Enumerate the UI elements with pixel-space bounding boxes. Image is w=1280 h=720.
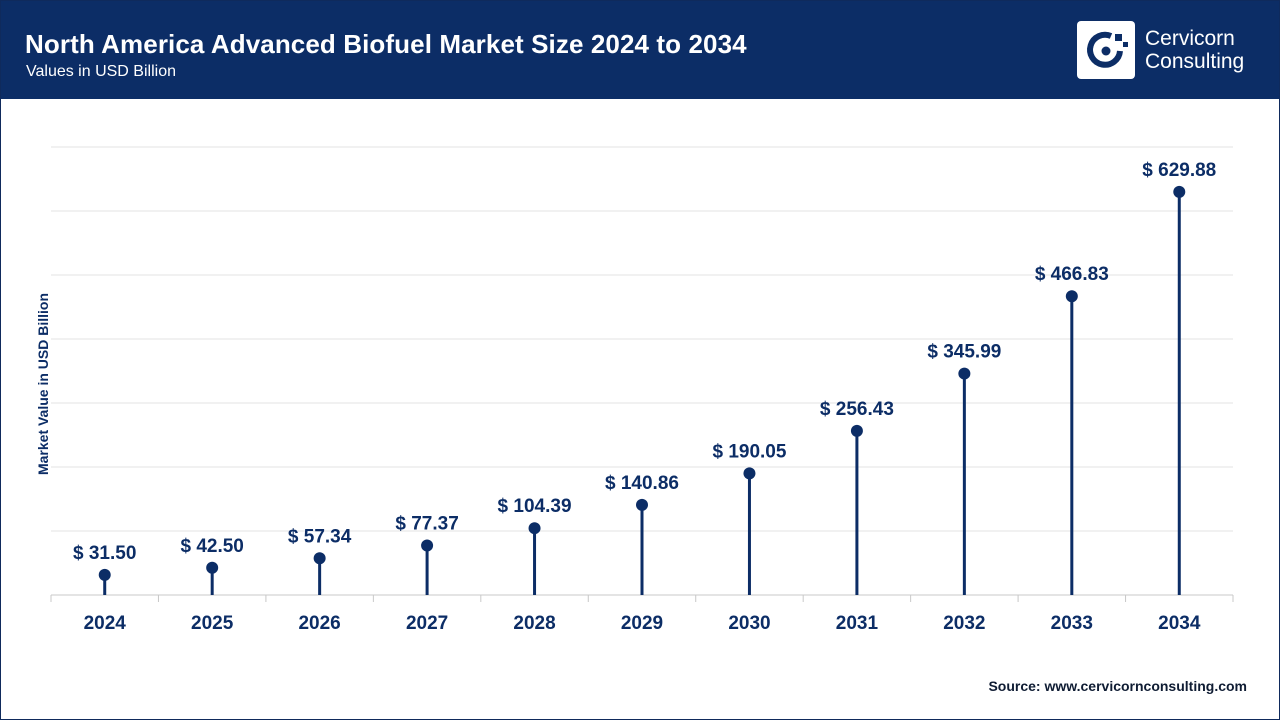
marker-2028 [528, 522, 541, 535]
x-tick-label-2027: 2027 [406, 613, 448, 634]
data-labels: $ 31.50 $ 42.50 $ 57.34 $ 77.37 $ 104.39 $ 14… [73, 160, 1216, 564]
marker-2034 [1173, 185, 1186, 198]
gridlines [51, 146, 1233, 532]
x-tick-label-2029: 2029 [621, 613, 663, 634]
x-tick-label-2028: 2028 [513, 613, 555, 634]
data-label-2033: $ 466.83 [1035, 264, 1109, 285]
data-label-2028: $ 104.39 [498, 496, 572, 517]
data-label-2034: $ 629.88 [1142, 160, 1216, 181]
x-tick-label-2024: 2024 [84, 613, 127, 634]
data-label-2030: $ 190.05 [712, 441, 786, 462]
marker-2025 [206, 561, 219, 574]
marker-2029 [636, 498, 648, 511]
data-label-2025: $ 42.50 [180, 536, 243, 557]
marker-2031 [850, 424, 863, 437]
header-banner: North America Advanced Biofuel Market Si… [1, 1, 1279, 99]
data-label-2029: $ 140.86 [605, 473, 679, 494]
brand-logo: Cervicorn Consulting [1077, 21, 1244, 79]
data-label-2026: $ 57.34 [288, 526, 352, 547]
brand-name-line1: Cervicorn [1145, 27, 1235, 50]
x-tick-label-2031: 2031 [836, 613, 879, 634]
x-tick-labels: 2024 2025 2026 2027 2028 2029 2030 2031 2032 2033… [84, 613, 1201, 634]
brand-name: Cervicorn Consulting [1145, 27, 1244, 73]
x-tick-label-2032: 2032 [943, 613, 985, 634]
marker-2026 [313, 552, 326, 565]
stems [103, 191, 1181, 595]
data-label-2027: $ 77.37 [395, 513, 458, 534]
marker-2027 [421, 539, 434, 552]
markers [98, 185, 1186, 581]
marker-2032 [958, 367, 971, 380]
chart-title: North America Advanced Biofuel Market Si… [25, 29, 747, 59]
chart-subtitle: Values in USD Billion [26, 63, 176, 80]
lollipop-chart: $ 31.50 $ 42.50 $ 57.34 $ 77.37 $ 104.39 $ 14… [50, 146, 1234, 634]
x-axis [50, 594, 1234, 602]
x-tick-label-2033: 2033 [1051, 613, 1093, 634]
cervicorn-logo-icon [1077, 21, 1135, 79]
source-note: Source: www.cervicornconsulting.com [988, 678, 1247, 694]
x-tick-label-2034: 2034 [1158, 613, 1201, 634]
brand-name-line2: Consulting [1145, 50, 1245, 73]
x-tick-label-2025: 2025 [191, 613, 234, 634]
x-tick-label-2026: 2026 [298, 613, 340, 634]
data-label-2024: $ 31.50 [73, 543, 136, 564]
x-tick-label-2030: 2030 [728, 613, 770, 634]
data-label-2031: $ 256.43 [820, 399, 894, 420]
marker-2024 [98, 568, 111, 581]
marker-2033 [1065, 290, 1078, 303]
marker-2030 [743, 467, 756, 480]
data-label-2032: $ 345.99 [927, 342, 1001, 363]
